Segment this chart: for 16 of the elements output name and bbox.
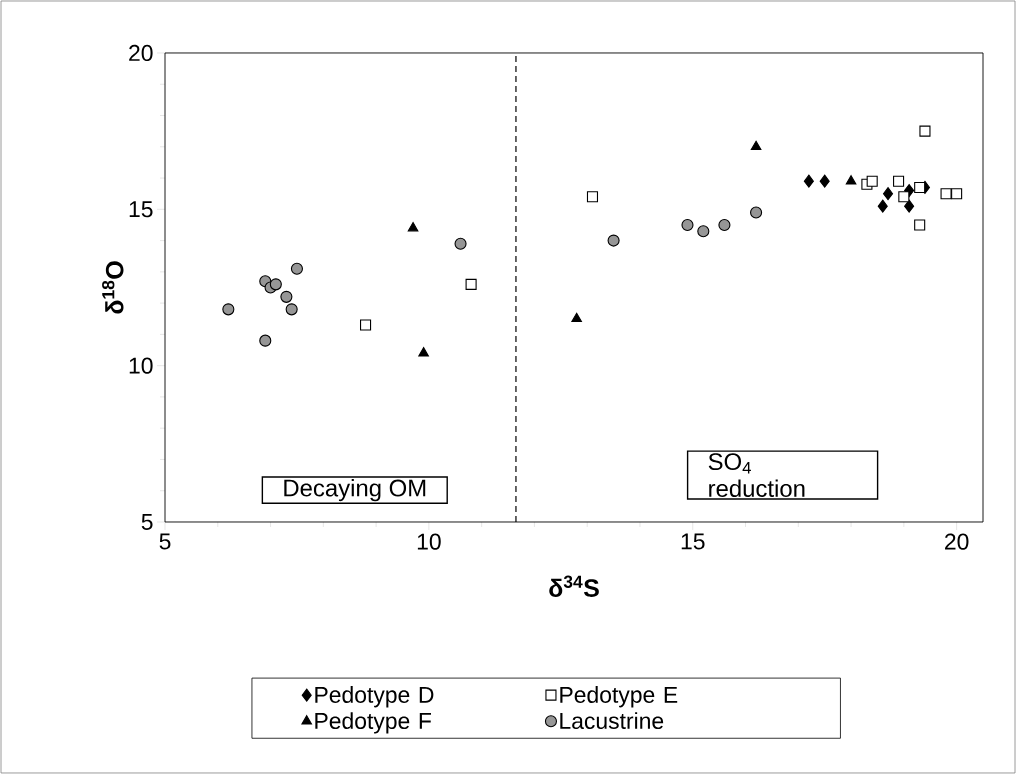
legend-label: Lacustrine bbox=[560, 712, 664, 729]
annotation: Decaying OM bbox=[284, 478, 426, 502]
legend-label: Pedotype F bbox=[315, 712, 431, 734]
x-tick-label: 20 bbox=[945, 533, 969, 550]
y-tick-label: 15 bbox=[129, 201, 153, 218]
y-tick-label: 5 bbox=[141, 513, 153, 530]
x-tick-label: 5 bbox=[159, 533, 171, 550]
legend-label: Pedotype E bbox=[560, 686, 678, 708]
legend-label: Pedotype D bbox=[315, 686, 434, 708]
x-tick-label: 15 bbox=[681, 533, 705, 550]
y-tick-label: 20 bbox=[129, 44, 153, 62]
x-tick-label: 10 bbox=[417, 533, 441, 550]
x-axis-title: δ$^{34}$S bbox=[549, 575, 599, 597]
y-tick-label: 10 bbox=[129, 357, 153, 374]
y-axis-title: δ$^{18}$O bbox=[102, 261, 124, 314]
annotation: SO$_{4}$ reduction bbox=[708, 453, 805, 497]
